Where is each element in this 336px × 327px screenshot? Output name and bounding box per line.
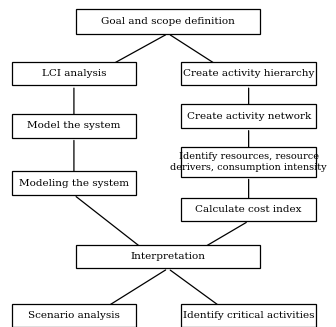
FancyBboxPatch shape [181,198,316,221]
FancyBboxPatch shape [181,62,316,85]
Text: Goal and scope definition: Goal and scope definition [101,17,235,26]
Text: Identify resources, resource
derivers, consumption intensity: Identify resources, resource derivers, c… [170,152,327,172]
Text: Scenario analysis: Scenario analysis [28,311,120,320]
Text: Calculate cost index: Calculate cost index [196,205,302,214]
Text: Create activity network: Create activity network [186,112,311,121]
FancyBboxPatch shape [12,171,136,195]
FancyBboxPatch shape [12,304,136,327]
Text: Interpretation: Interpretation [130,252,206,261]
FancyBboxPatch shape [12,62,136,85]
Text: LCI analysis: LCI analysis [42,69,106,78]
FancyBboxPatch shape [76,9,260,33]
FancyBboxPatch shape [181,304,316,327]
FancyBboxPatch shape [181,147,316,177]
Text: Model the system: Model the system [27,121,121,130]
FancyBboxPatch shape [76,245,260,268]
Text: Create activity hierarchy: Create activity hierarchy [183,69,314,78]
FancyBboxPatch shape [12,114,136,138]
FancyBboxPatch shape [181,104,316,128]
Text: Identify critical activities: Identify critical activities [183,311,314,320]
Text: Modeling the system: Modeling the system [19,179,129,188]
